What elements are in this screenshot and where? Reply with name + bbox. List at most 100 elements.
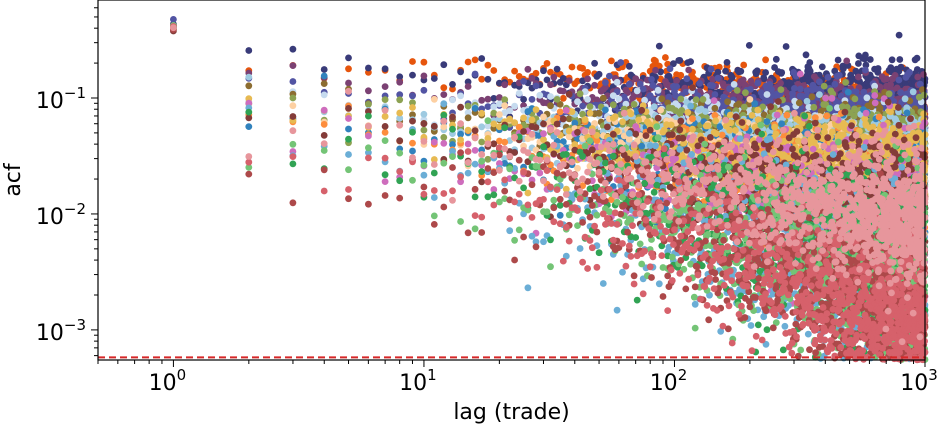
- acf-point: [245, 47, 253, 54]
- acf-point: [553, 65, 561, 73]
- acf-point: [652, 66, 659, 74]
- acf-point: [381, 65, 389, 73]
- acf-point: [501, 81, 509, 89]
- acf-point: [625, 80, 633, 88]
- acf-point: [673, 83, 680, 91]
- acf-point: [365, 87, 372, 95]
- acf-point: [723, 59, 731, 66]
- acf-point: [920, 71, 927, 78]
- acf-point: [772, 55, 780, 63]
- acf-point: [584, 96, 591, 103]
- acf-point: [515, 90, 523, 97]
- acf-point: [608, 57, 615, 65]
- acf-point: [613, 78, 621, 86]
- acf-point: [547, 68, 554, 76]
- acf-point: [420, 58, 428, 66]
- acf-point: [737, 67, 745, 75]
- acf-point: [707, 65, 715, 73]
- scatter-marks: [170, 16, 929, 364]
- acf-point: [654, 86, 662, 94]
- acf-point: [579, 64, 586, 72]
- acf-point: [615, 95, 623, 103]
- acf-point: [763, 91, 771, 98]
- acf-point: [490, 67, 498, 74]
- acf-point: [687, 58, 694, 65]
- acf-point: [464, 58, 472, 66]
- acf-point: [457, 68, 464, 76]
- acf-point: [762, 69, 769, 76]
- acf-point: [559, 94, 567, 102]
- acf-point: [824, 74, 832, 81]
- acf-point: [762, 56, 769, 64]
- acf-point: [591, 59, 598, 67]
- acf-point: [777, 79, 784, 87]
- acf-point: [806, 59, 814, 66]
- acf-point: [320, 91, 328, 99]
- acf-point: [791, 85, 798, 92]
- acf-point: [547, 81, 554, 89]
- acf-point: [457, 92, 464, 100]
- acf-point: [677, 71, 685, 79]
- acf-point: [345, 79, 352, 87]
- acf-point: [591, 81, 598, 89]
- acf-point: [559, 75, 567, 82]
- acf-point: [714, 68, 722, 76]
- acf-point: [568, 63, 576, 71]
- acf-point: [520, 77, 527, 85]
- acf-point: [471, 56, 479, 64]
- acf-point: [711, 91, 719, 98]
- acf-point: [484, 103, 492, 110]
- acf-point: [289, 78, 297, 85]
- acf-point: [345, 65, 352, 73]
- acf-point: [430, 75, 438, 82]
- acf-point: [478, 96, 486, 104]
- acf-point: [464, 83, 472, 90]
- acf-point: [606, 72, 613, 80]
- acf-point: [365, 64, 372, 72]
- acf-point: [714, 74, 722, 82]
- acf-point: [536, 91, 544, 99]
- acf-point: [782, 43, 790, 50]
- acf-point: [478, 55, 486, 62]
- acf-point: [685, 66, 693, 74]
- acf-point: [471, 70, 479, 78]
- acf-point: [540, 67, 547, 75]
- acf-point: [595, 70, 603, 78]
- acf-point: [440, 84, 448, 92]
- acf-point: [409, 71, 416, 79]
- acf-point: [584, 75, 591, 83]
- acf-point: [409, 58, 416, 65]
- acf-point: [440, 91, 448, 98]
- acf-point: [745, 42, 753, 49]
- acf-point: [420, 86, 428, 94]
- acf-point: [345, 54, 352, 62]
- acf-point: [574, 77, 581, 85]
- acf-point: [409, 92, 416, 100]
- acf-point: [478, 75, 486, 83]
- acf-point: [420, 72, 428, 80]
- acf-point: [559, 87, 567, 95]
- acf-point: [484, 95, 492, 103]
- acf-point: [547, 93, 554, 100]
- acf-point: [888, 56, 896, 64]
- acf-point: [862, 66, 869, 74]
- acf-point: [524, 65, 532, 73]
- acf-point: [913, 54, 921, 62]
- acf-point: [754, 79, 762, 87]
- acf-point: [896, 56, 904, 63]
- acf-point: [883, 75, 891, 83]
- acf-point: [835, 71, 843, 79]
- acf-point: [709, 82, 716, 90]
- acf-point: [753, 67, 761, 75]
- acf-point: [874, 65, 882, 72]
- acf-point: [834, 56, 842, 64]
- acf-point: [655, 42, 663, 50]
- acf-point: [914, 73, 922, 81]
- acf-point: [550, 73, 558, 81]
- acf-point: [866, 56, 874, 63]
- acf-point: [289, 45, 297, 53]
- acf-point: [381, 83, 389, 90]
- acf-point: [895, 76, 903, 84]
- acf-point: [449, 96, 456, 104]
